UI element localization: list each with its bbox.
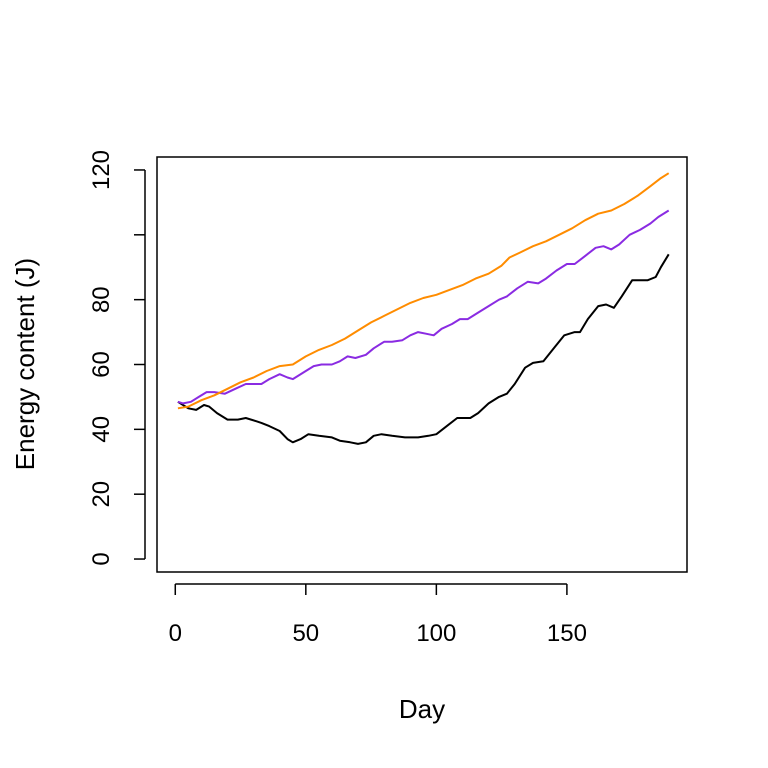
y-axis: 0 20 40 60 80 120 — [88, 150, 146, 566]
x-tick-label: 150 — [547, 620, 587, 647]
y-axis-title: Energy content (J) — [10, 258, 40, 470]
series-layer — [177, 172, 670, 445]
x-tick-label: 100 — [416, 620, 456, 647]
x-tick-label: 50 — [292, 620, 319, 647]
x-axis-title: Day — [399, 694, 445, 724]
series-line-3 — [177, 172, 670, 410]
series-line-1 — [177, 253, 670, 445]
y-tick-label: 60 — [88, 351, 115, 378]
series-line-2 — [177, 209, 670, 405]
y-tick-label: 120 — [88, 150, 115, 190]
y-tick-label: 80 — [88, 286, 115, 313]
plot-frame — [156, 156, 688, 573]
y-tick-label: 40 — [88, 416, 115, 443]
x-axis: 0 50 100 150 — [169, 583, 587, 647]
y-tick-label: 20 — [88, 481, 115, 508]
x-tick-label: 0 — [169, 620, 182, 647]
y-tick-label: 0 — [88, 552, 115, 565]
